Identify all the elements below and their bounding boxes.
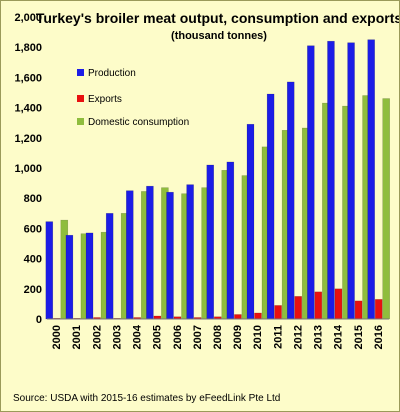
x-tick-label: 2008: [212, 325, 224, 349]
bar-production-2006: [166, 191, 174, 320]
x-tick-label: 2011: [272, 325, 284, 349]
x-tick-label: 2006: [172, 325, 184, 349]
bar-production-2014: [327, 40, 335, 320]
bar-production-2007: [186, 184, 194, 320]
bar-exports-2011: [274, 305, 282, 320]
bar-production-2005: [146, 185, 154, 320]
legend-swatch: [77, 69, 84, 76]
y-axis-labels: 0 200 400 600 800 1,000 1,200 1,400 1,600 1,800 2,…: [14, 12, 42, 326]
x-tick-label: 2014: [333, 324, 345, 349]
x-tick-label: 2010: [252, 325, 264, 349]
bar-exports-2015: [354, 300, 363, 320]
y-tick-label: 200: [24, 284, 42, 296]
legend-swatch: [77, 118, 84, 125]
bar-production-2003: [105, 213, 114, 320]
x-tick-label: 2001: [71, 325, 83, 349]
legend-label: Exports: [88, 94, 122, 105]
x-axis-labels: 2000 2001 2002 2003 2004 2005 2006 2007 2008 2009…: [51, 324, 385, 349]
bar-production-2008: [206, 164, 214, 320]
bar-production-2002: [85, 232, 94, 320]
legend-swatch: [77, 95, 84, 102]
y-tick-label: 600: [24, 223, 42, 235]
bar-exports-2012: [294, 296, 302, 320]
legend-label: Production: [88, 68, 136, 79]
x-tick-label: 2000: [51, 325, 63, 349]
bar-production-2010: [246, 123, 255, 320]
x-tick-label: 2016: [373, 325, 385, 349]
bar-exports-2016: [374, 299, 383, 320]
bar-production-2015: [347, 42, 355, 320]
x-tick-label: 2002: [91, 325, 103, 349]
y-tick-label: 2,000: [14, 12, 42, 24]
chart-title: Turkey's broiler meat output, consumptio…: [36, 10, 399, 26]
bar-exports-2013: [314, 291, 323, 320]
x-tick-label: 2005: [152, 325, 164, 349]
bar-production-2001: [65, 234, 74, 320]
x-tick-label: 2003: [111, 325, 123, 349]
bar-production-2009: [226, 161, 235, 320]
x-tick-label: 2013: [313, 325, 325, 349]
y-tick-label: 400: [24, 254, 42, 266]
x-tick-label: 2007: [192, 325, 204, 349]
y-tick-label: 0: [36, 314, 42, 326]
y-tick-label: 1,800: [14, 42, 42, 54]
y-tick-label: 1,600: [14, 72, 42, 84]
chart-subtitle: (thousand tonnes): [171, 30, 267, 42]
y-tick-label: 1,400: [14, 103, 42, 115]
bar-domestic-consumption-2016: [382, 98, 390, 320]
bar-production-2011: [266, 93, 275, 320]
legend-label: Domestic consumption: [88, 117, 189, 128]
x-tick-label: 2004: [132, 324, 144, 349]
bar-production-2004: [126, 190, 134, 320]
bar-production-2000: [45, 221, 54, 320]
y-tick-label: 800: [24, 193, 42, 205]
bars: [45, 39, 390, 320]
bar-exports-2009: [234, 314, 242, 320]
legend: Production Exports Domestic consumption: [77, 68, 189, 128]
bar-exports-2014: [334, 288, 343, 320]
bar-production-2012: [286, 81, 295, 320]
y-tick-label: 1,000: [14, 163, 42, 175]
bar-production-2016: [367, 39, 375, 320]
source-note: Source: USDA with 2015-16 estimates by e…: [13, 393, 280, 404]
x-tick-label: 2012: [292, 325, 304, 349]
y-tick-label: 1,200: [14, 133, 42, 145]
bar-production-2013: [307, 45, 315, 320]
x-tick-label: 2015: [353, 325, 365, 349]
bar-exports-2010: [254, 312, 262, 320]
x-tick-label: 2009: [232, 325, 244, 349]
